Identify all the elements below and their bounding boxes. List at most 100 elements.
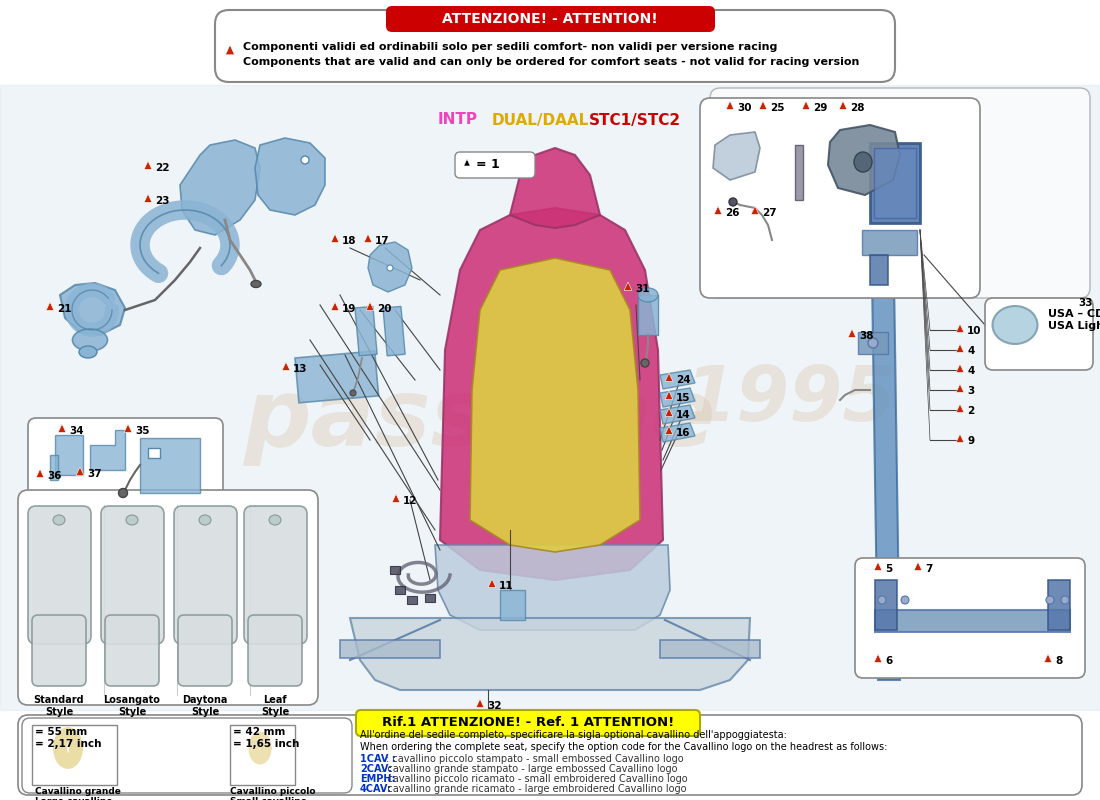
Text: 35: 35 [135, 426, 150, 436]
FancyBboxPatch shape [356, 710, 700, 736]
Text: = 42 mm
= 1,65 inch: = 42 mm = 1,65 inch [233, 727, 299, 749]
Ellipse shape [1062, 596, 1069, 604]
Polygon shape [660, 388, 695, 407]
Text: Componenti validi ed ordinabili solo per sedili comfort- non validi per versione: Componenti validi ed ordinabili solo per… [243, 42, 778, 52]
Text: 13: 13 [293, 364, 308, 374]
Polygon shape [660, 370, 695, 389]
Text: 11: 11 [499, 581, 514, 591]
Text: = 55 mm
= 2,17 inch: = 55 mm = 2,17 inch [35, 727, 101, 749]
Text: : cavallino grande ricamato - large embroidered Cavallino logo: : cavallino grande ricamato - large embr… [382, 784, 686, 794]
Polygon shape [331, 234, 339, 242]
Bar [874, 580, 896, 630]
Text: 30: 30 [737, 103, 751, 113]
FancyBboxPatch shape [28, 418, 223, 533]
Bar [870, 143, 920, 223]
Text: 25: 25 [770, 103, 784, 113]
Text: 24: 24 [676, 375, 691, 385]
Ellipse shape [387, 265, 393, 271]
FancyBboxPatch shape [248, 615, 302, 686]
Text: Cavallino grande
Large cavallino: Cavallino grande Large cavallino [35, 787, 121, 800]
Polygon shape [848, 329, 856, 338]
Ellipse shape [301, 156, 309, 164]
FancyBboxPatch shape [104, 615, 160, 686]
Text: 4: 4 [967, 346, 975, 356]
FancyBboxPatch shape [386, 6, 715, 32]
Ellipse shape [638, 288, 658, 302]
Bar [55, 435, 82, 475]
Text: : cavallino piccolo ricamato - small embroidered Cavallino logo: : cavallino piccolo ricamato - small emb… [382, 774, 688, 784]
FancyBboxPatch shape [214, 10, 895, 82]
Text: Leaf
Style: Leaf Style [261, 695, 289, 717]
Text: 2CAV:: 2CAV: [360, 764, 392, 774]
Text: 16: 16 [676, 428, 691, 438]
Text: 33: 33 [1078, 298, 1092, 308]
Polygon shape [660, 405, 695, 424]
Bar [50, 455, 58, 480]
Polygon shape [124, 424, 132, 432]
Ellipse shape [53, 515, 65, 525]
Text: USA – CDN
USA Light: USA – CDN USA Light [1048, 309, 1100, 331]
FancyBboxPatch shape [244, 506, 307, 644]
FancyBboxPatch shape [700, 98, 980, 298]
FancyBboxPatch shape [32, 615, 86, 686]
Text: 10: 10 [967, 326, 981, 336]
Text: 2: 2 [967, 406, 975, 416]
Polygon shape [350, 618, 750, 690]
FancyBboxPatch shape [22, 718, 352, 793]
Polygon shape [914, 562, 922, 570]
Bar [32, 725, 117, 785]
FancyBboxPatch shape [984, 298, 1093, 370]
Bar [638, 295, 658, 335]
Polygon shape [874, 562, 882, 570]
Polygon shape [751, 206, 759, 214]
Ellipse shape [1046, 596, 1054, 604]
Text: 32: 32 [487, 701, 502, 711]
Ellipse shape [350, 390, 356, 396]
Text: 19: 19 [342, 304, 356, 314]
Polygon shape [90, 430, 125, 470]
Bar [1048, 580, 1070, 630]
Polygon shape [364, 234, 372, 242]
Polygon shape [660, 423, 695, 442]
Bar [660, 640, 760, 658]
Bar [140, 438, 200, 493]
Ellipse shape [199, 515, 211, 525]
Text: 3: 3 [967, 386, 975, 396]
Bar [425, 594, 435, 602]
Bar [0, 85, 1100, 710]
Bar [230, 725, 295, 785]
Bar [870, 255, 888, 285]
Text: 1CAV :: 1CAV : [360, 754, 396, 764]
Bar [500, 590, 525, 620]
Ellipse shape [878, 596, 886, 604]
Polygon shape [624, 282, 631, 290]
Polygon shape [666, 408, 673, 416]
Text: DUAL/DAAL: DUAL/DAAL [492, 113, 588, 127]
FancyBboxPatch shape [18, 715, 1082, 795]
FancyBboxPatch shape [455, 152, 535, 178]
Bar [407, 596, 417, 604]
Polygon shape [476, 699, 484, 707]
Polygon shape [714, 206, 722, 214]
Text: Components that are valid and can only be ordered for comfort seats - not valid : Components that are valid and can only b… [243, 57, 859, 67]
Bar [148, 448, 159, 458]
Text: INTP: INTP [438, 113, 478, 127]
Text: When ordering the complete seat, specify the option code for the Cavallino logo : When ordering the complete seat, specify… [360, 742, 888, 752]
Ellipse shape [270, 515, 280, 525]
Ellipse shape [868, 338, 878, 348]
Polygon shape [956, 434, 964, 442]
Text: 22: 22 [155, 163, 169, 173]
Ellipse shape [251, 281, 261, 287]
Bar [395, 586, 405, 594]
Text: STC1/STC2: STC1/STC2 [588, 113, 681, 127]
Polygon shape [470, 258, 640, 552]
Ellipse shape [119, 489, 128, 498]
Text: 1995: 1995 [684, 363, 896, 437]
Text: 28: 28 [850, 103, 865, 113]
Bar [295, 351, 378, 403]
Polygon shape [76, 467, 84, 475]
Text: ATTENZIONE! - ATTENTION!: ATTENZIONE! - ATTENTION! [442, 12, 658, 26]
Polygon shape [434, 545, 670, 630]
Text: 7: 7 [925, 564, 933, 574]
Polygon shape [510, 148, 600, 228]
